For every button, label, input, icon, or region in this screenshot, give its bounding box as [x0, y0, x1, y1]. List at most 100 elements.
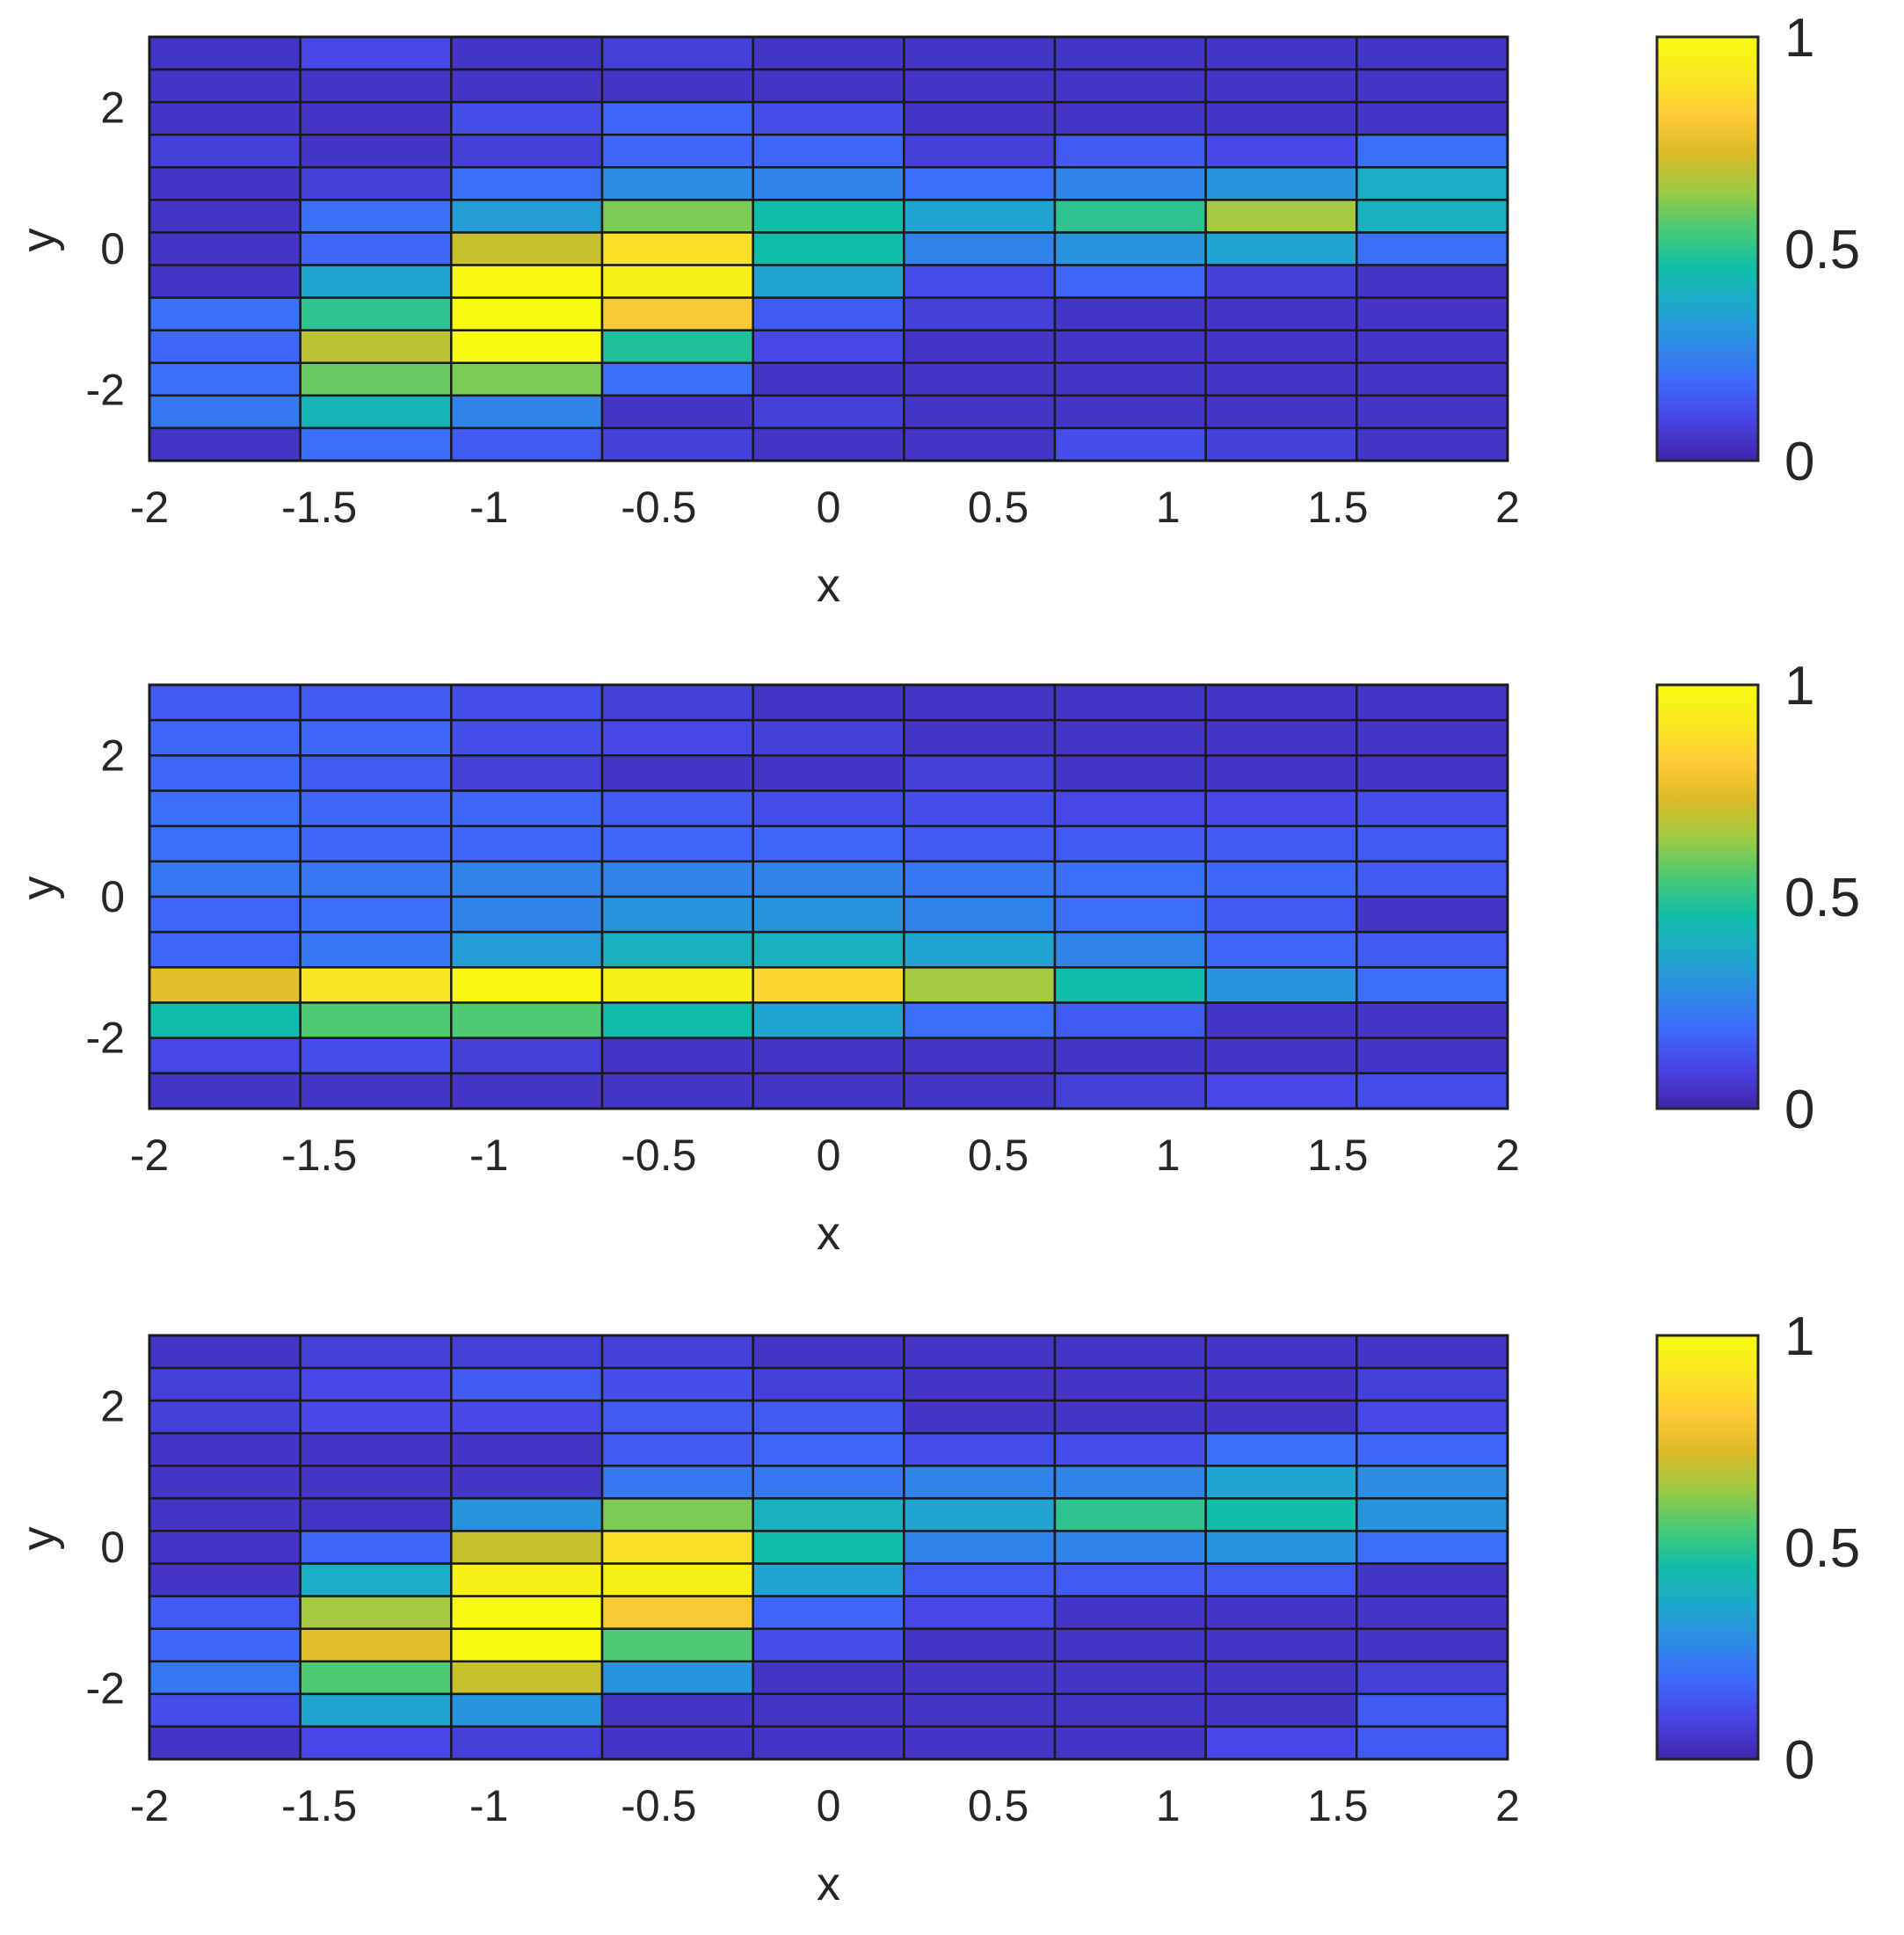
heatmap-cell: [752, 35, 905, 71]
heatmap-cell: [1355, 426, 1509, 462]
heatmap-cell: [148, 264, 302, 299]
heatmap-cell: [1355, 683, 1509, 722]
heatmap-cell: [1053, 426, 1207, 462]
heatmap-cell: [299, 789, 453, 827]
x-tick-labels: -2 -1.5 -1 -0.5 0 0.5 1 1.5 2: [130, 483, 1520, 532]
heatmap-cell: [299, 296, 453, 331]
heatmap-panel-2: -2 -1.5 -1 -0.5 0 0.5 1 1.5 2 -202 x y 00.51: [12, 656, 1860, 1260]
heatmap-cell: [299, 100, 453, 136]
heatmap-cell: [903, 394, 1057, 430]
y-tick-label: 0: [100, 1523, 125, 1572]
heatmap-cell: [1355, 1595, 1509, 1630]
heatmap-cell: [600, 264, 754, 299]
heatmap-cell: [903, 930, 1057, 969]
heatmap-cell: [1053, 825, 1207, 863]
heatmap-cell: [1053, 1001, 1207, 1039]
colorbar-tick-labels: 00.51: [1784, 1306, 1860, 1791]
heatmap-cell: [752, 166, 905, 201]
heatmap-cell: [299, 718, 453, 757]
heatmap-cell: [450, 966, 604, 1004]
heatmap-cell: [1355, 754, 1509, 792]
heatmap-cell: [450, 133, 604, 169]
heatmap-cell: [450, 1562, 604, 1597]
x-tick-label: -0.5: [621, 1131, 696, 1180]
heatmap-cell: [1053, 199, 1207, 234]
heatmap-cell: [148, 1725, 302, 1761]
heatmap-cell: [1355, 199, 1509, 234]
heatmap-cell: [600, 966, 754, 1004]
x-tick-label: 0: [817, 1781, 841, 1830]
heatmap-cell: [299, 426, 453, 462]
heatmap-cell: [1053, 68, 1207, 104]
heatmap-cell: [1204, 1431, 1358, 1467]
heatmap-cell: [1053, 1465, 1207, 1500]
plot-frame: [148, 1334, 1509, 1761]
heatmap-cell: [299, 1725, 453, 1761]
heatmap-cell: [903, 1497, 1057, 1532]
heatmap-cell: [450, 231, 604, 266]
heatmap-cell: [752, 895, 905, 934]
heatmap-cell: [450, 825, 604, 863]
heatmap-cell: [600, 1725, 754, 1761]
heatmap-cells: [148, 1334, 1509, 1761]
y-tick-label: 2: [100, 731, 125, 780]
heatmap-cell: [600, 394, 754, 430]
heatmap-cell: [299, 1465, 453, 1500]
heatmap-cell: [299, 1399, 453, 1435]
heatmap-cell: [1204, 1497, 1358, 1532]
colorbar-tick-label: 0: [1784, 1730, 1814, 1791]
x-tick-label: -1: [469, 483, 508, 532]
heatmap-cell: [1053, 930, 1207, 969]
heatmap-cell: [450, 1595, 604, 1630]
heatmap-cell: [1204, 100, 1358, 136]
heatmap-cell: [148, 895, 302, 934]
colorbar-tick-label: 1: [1784, 1306, 1814, 1367]
heatmap-cell: [1053, 1399, 1207, 1435]
heatmap-cell: [1355, 825, 1509, 863]
heatmap-cell: [1053, 1431, 1207, 1467]
heatmap-cell: [299, 1660, 453, 1696]
heatmap-cell: [1204, 1334, 1358, 1370]
heatmap-cell: [148, 199, 302, 234]
heatmap-cell: [148, 718, 302, 757]
heatmap-cell: [1053, 1660, 1207, 1696]
heatmap-cell: [752, 231, 905, 266]
heatmap-cell: [1355, 1037, 1509, 1075]
heatmap-cell: [148, 1037, 302, 1075]
heatmap-cell: [1204, 860, 1358, 898]
heatmap-cell: [299, 199, 453, 234]
heatmap-cell: [1355, 394, 1509, 430]
heatmap-cell: [1053, 683, 1207, 722]
y-tick-label: -2: [86, 366, 125, 415]
heatmap-cell: [903, 825, 1057, 863]
heatmap-cell: [752, 1530, 905, 1565]
heatmap-cell: [1204, 426, 1358, 462]
heatmap-cell: [1355, 361, 1509, 397]
heatmap-cell: [600, 1037, 754, 1075]
y-tick-label: 0: [100, 872, 125, 921]
heatmap-cell: [299, 895, 453, 934]
heatmap-cell: [600, 1465, 754, 1500]
heatmap-cell: [299, 683, 453, 722]
heatmap-cell: [1204, 1562, 1358, 1597]
heatmap-cell: [1053, 394, 1207, 430]
heatmap-cell: [903, 296, 1057, 331]
heatmap-cell: [600, 296, 754, 331]
heatmap-cell: [903, 1692, 1057, 1728]
heatmap-cell: [752, 825, 905, 863]
heatmap-cell: [148, 1497, 302, 1532]
heatmap-cell: [450, 1692, 604, 1728]
heatmap-cell: [1204, 930, 1358, 969]
heatmap-cell: [903, 1725, 1057, 1761]
heatmap-cell: [148, 231, 302, 266]
heatmap-cell: [752, 1692, 905, 1728]
heatmap-cell: [1355, 966, 1509, 1004]
heatmap-cell: [148, 860, 302, 898]
heatmap-cell: [752, 789, 905, 827]
colorbar: [1655, 1334, 1760, 1761]
heatmap-cell: [1204, 1530, 1358, 1565]
heatmap-cell: [148, 329, 302, 365]
x-tick-label: -0.5: [621, 483, 696, 532]
heatmap-cell: [1204, 264, 1358, 299]
